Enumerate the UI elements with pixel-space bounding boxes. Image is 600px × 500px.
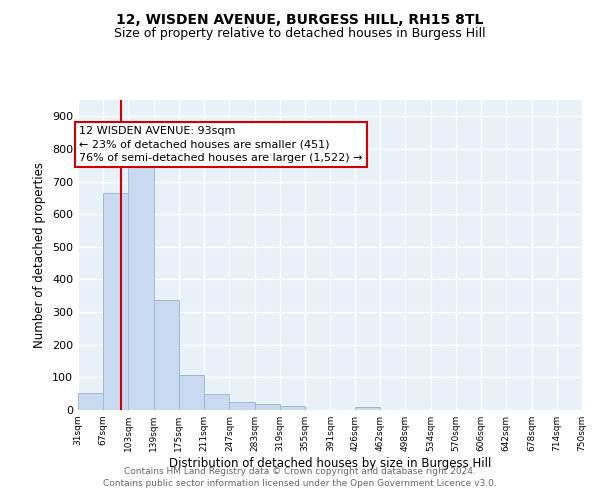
Text: 12 WISDEN AVENUE: 93sqm
← 23% of detached houses are smaller (451)
76% of semi-d: 12 WISDEN AVENUE: 93sqm ← 23% of detache…	[79, 126, 363, 162]
Bar	[154, 300, 179, 410]
Bar	[355, 407, 380, 410]
Bar	[204, 394, 229, 410]
Bar	[280, 406, 305, 410]
Bar	[128, 166, 154, 410]
X-axis label: Distribution of detached houses by size in Burgess Hill: Distribution of detached houses by size …	[169, 457, 491, 470]
Bar	[229, 402, 254, 410]
Text: 12, WISDEN AVENUE, BURGESS HILL, RH15 8TL: 12, WISDEN AVENUE, BURGESS HILL, RH15 8T…	[116, 12, 484, 26]
Bar	[179, 375, 204, 410]
Text: Contains HM Land Registry data © Crown copyright and database right 2024.
Contai: Contains HM Land Registry data © Crown c…	[103, 466, 497, 487]
Bar	[254, 404, 280, 410]
Bar	[103, 193, 128, 410]
Text: Size of property relative to detached houses in Burgess Hill: Size of property relative to detached ho…	[114, 28, 486, 40]
Bar	[78, 393, 103, 410]
Y-axis label: Number of detached properties: Number of detached properties	[34, 162, 46, 348]
